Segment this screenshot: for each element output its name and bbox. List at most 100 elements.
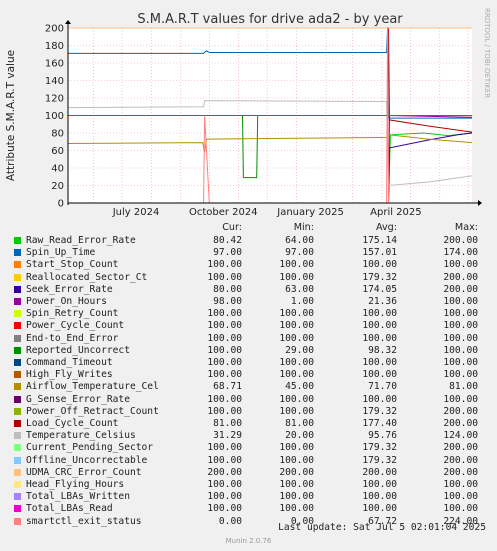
legend-max: 100.00 xyxy=(443,357,478,368)
legend-max: 100.00 xyxy=(443,296,478,307)
smart-chart: 0 20 40 60 80 100 120 140 160 180 200 July 2024 Octo… xyxy=(5,0,491,218)
legend-max: 81.00 xyxy=(449,381,478,393)
x-tick-label: October 2024 xyxy=(189,207,258,218)
legend-max: 200.00 xyxy=(443,283,478,295)
legend-name: Offline_Uncorrectable xyxy=(26,454,148,466)
legend-min: 100.00 xyxy=(279,442,314,454)
legend-min: 100.00 xyxy=(279,479,314,490)
y-tick-label: 0 xyxy=(58,199,64,210)
legend-swatch xyxy=(14,468,21,476)
y-tick-label: 180 xyxy=(45,41,64,52)
legend-swatch xyxy=(14,310,21,318)
legend-swatch xyxy=(14,298,21,305)
legend-avg: 67.72 xyxy=(368,515,397,527)
legend-min: 63.00 xyxy=(285,283,314,295)
legend-min: 100.00 xyxy=(279,405,314,417)
legend-cur: 97.00 xyxy=(213,247,242,259)
legend-max: 200.00 xyxy=(443,442,478,454)
legend-name: Start_Stop_Count xyxy=(26,259,119,271)
legend-cur: 100.00 xyxy=(207,259,242,271)
legend-header: Cur: Min: Avg: Max: xyxy=(0,222,497,234)
legend-row: Offline_Uncorrectable 100.00 100.00 179.32 2… xyxy=(0,455,497,467)
legend-max: 100.00 xyxy=(443,393,478,405)
legend-avg: 100.00 xyxy=(362,369,397,381)
legend-cur: 100.00 xyxy=(207,271,242,283)
legend-cur: 100.00 xyxy=(207,442,242,454)
legend-swatch xyxy=(14,383,21,391)
legend-swatch xyxy=(14,237,21,244)
legend-cur: 100.00 xyxy=(207,393,242,405)
legend-swatch xyxy=(14,359,21,366)
legend-name: UDMA_CRC_Error_Count xyxy=(26,466,142,478)
legend-cur: 100.00 xyxy=(207,454,242,466)
legend-row: Start_Stop_Count 100.00 100.00 100.00 100.00 xyxy=(0,259,497,271)
y-tick-label: 140 xyxy=(45,76,64,87)
legend-row: Airflow_Temperature_Cel 68.71 45.00 71.70 81… xyxy=(0,381,497,393)
legend-row: UDMA_CRC_Error_Count 200.00 200.00 200.00 20… xyxy=(0,467,497,479)
y-axis-arrow xyxy=(65,20,71,24)
y-tick-label: 160 xyxy=(45,59,64,70)
legend-swatch xyxy=(14,456,21,464)
legend-cur: 80.00 xyxy=(213,283,242,295)
legend-avg: 200.00 xyxy=(362,466,397,478)
legend-row: Total_LBAs_Written 100.00 100.00 100.00 100.… xyxy=(0,491,497,503)
legend-avg: 100.00 xyxy=(362,308,397,320)
legend-swatch xyxy=(14,505,21,513)
legend-avg: 177.40 xyxy=(362,418,397,429)
legend-min: 100.00 xyxy=(279,308,314,320)
legend-row: G_Sense_Error_Rate 100.00 100.00 100.00 100.… xyxy=(0,394,497,406)
legend-min: 100.00 xyxy=(279,271,314,283)
legend-row: Load_Cycle_Count 81.00 81.00 177.40 200.00 xyxy=(0,418,497,430)
legend-row: Reported_Uncorrect 100.00 29.00 98.32 100.00 xyxy=(0,345,497,357)
legend-swatch xyxy=(14,285,21,293)
legend-cur: 100.00 xyxy=(207,405,242,417)
legend-min: 20.00 xyxy=(285,430,314,442)
munin-version: Munin 2.0.76 xyxy=(225,537,272,545)
legend-row: High_Fly_Writes 100.00 100.00 100.00 100.00 xyxy=(0,369,497,381)
legend-avg: 100.00 xyxy=(362,503,397,515)
legend-row: Seek_Error_Rate 80.00 63.00 174.05 200.00 xyxy=(0,284,497,296)
legend-name: Current_Pending_Sector xyxy=(26,442,154,454)
legend-avg: 100.00 xyxy=(362,320,397,332)
x-axis-arrow xyxy=(478,200,482,206)
legend-row: Temperature_Celsius 31.29 20.00 95.76 124.00 xyxy=(0,430,497,442)
legend-cur: 100.00 xyxy=(207,332,242,344)
legend-name: Load_Cycle_Count xyxy=(26,418,119,429)
legend-name: G_Sense_Error_Rate xyxy=(26,393,130,405)
legend-min: 100.00 xyxy=(279,491,314,503)
legend-max: 100.00 xyxy=(443,491,478,503)
legend-name: Power_Cycle_Count xyxy=(26,320,125,332)
legend-swatch xyxy=(14,420,21,427)
legend-max: 100.00 xyxy=(443,320,478,332)
legend-max: 224.00 xyxy=(443,515,478,527)
legend-min: 97.00 xyxy=(285,247,314,259)
legend-max: 200.00 xyxy=(443,466,478,478)
plot-top-mask xyxy=(67,0,475,27)
header-avg: Avg: xyxy=(375,222,397,233)
legend-swatch xyxy=(14,334,21,342)
legend-min: 45.00 xyxy=(285,381,314,393)
legend-min: 100.00 xyxy=(279,503,314,515)
legend-avg: 100.00 xyxy=(362,259,397,271)
legend-max: 100.00 xyxy=(443,259,478,271)
legend-name: Seek_Error_Rate xyxy=(26,283,113,295)
legend-max: 124.00 xyxy=(443,430,478,442)
series-line xyxy=(67,100,473,187)
legend-name: High_Fly_Writes xyxy=(26,369,113,381)
legend-name: Spin_Retry_Count xyxy=(26,308,119,320)
legend-row: smartctl_exit_status 0.00 0.00 67.72 224.00 xyxy=(0,516,497,528)
legend-max: 100.00 xyxy=(443,369,478,381)
legend-cur: 68.71 xyxy=(213,381,242,393)
legend-avg: 100.00 xyxy=(362,491,397,503)
legend-swatch xyxy=(14,407,21,415)
y-tick-label: 120 xyxy=(45,94,64,105)
legend-name: Airflow_Temperature_Cel xyxy=(26,381,159,393)
legend-avg: 174.05 xyxy=(362,283,397,295)
legend-avg: 157.01 xyxy=(362,247,397,259)
legend-max: 174.00 xyxy=(443,247,478,259)
legend-min: 0.00 xyxy=(290,515,314,527)
legend-cur: 200.00 xyxy=(207,466,242,478)
legend-name: Total_LBAs_Written xyxy=(26,491,130,503)
legend-name: Spin_Up_Time xyxy=(26,247,96,259)
legend-avg: 95.76 xyxy=(368,430,397,442)
